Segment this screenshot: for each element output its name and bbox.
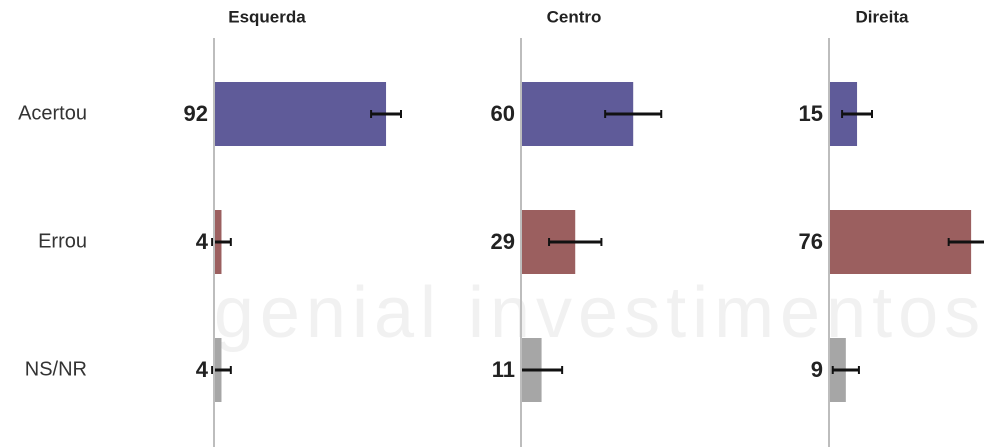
panel-title: Esquerda: [228, 7, 306, 26]
value-label: 29: [491, 229, 515, 254]
value-label: 4: [196, 229, 209, 254]
bar: [829, 210, 972, 274]
value-label: 60: [491, 101, 515, 126]
value-label: 11: [492, 357, 515, 382]
category-label: Acertou: [18, 102, 87, 124]
category-label: NS/NR: [25, 358, 87, 380]
value-label: 92: [184, 101, 208, 126]
panel-title: Direita: [856, 7, 909, 26]
value-label: 76: [799, 229, 823, 254]
watermark: genial investimentos: [214, 273, 984, 353]
bar: [214, 82, 387, 146]
panel-title: Centro: [547, 7, 602, 26]
value-label: 4: [196, 357, 209, 382]
value-label: 9: [811, 357, 823, 382]
value-label: 15: [799, 101, 823, 126]
category-label: Errou: [38, 230, 87, 252]
